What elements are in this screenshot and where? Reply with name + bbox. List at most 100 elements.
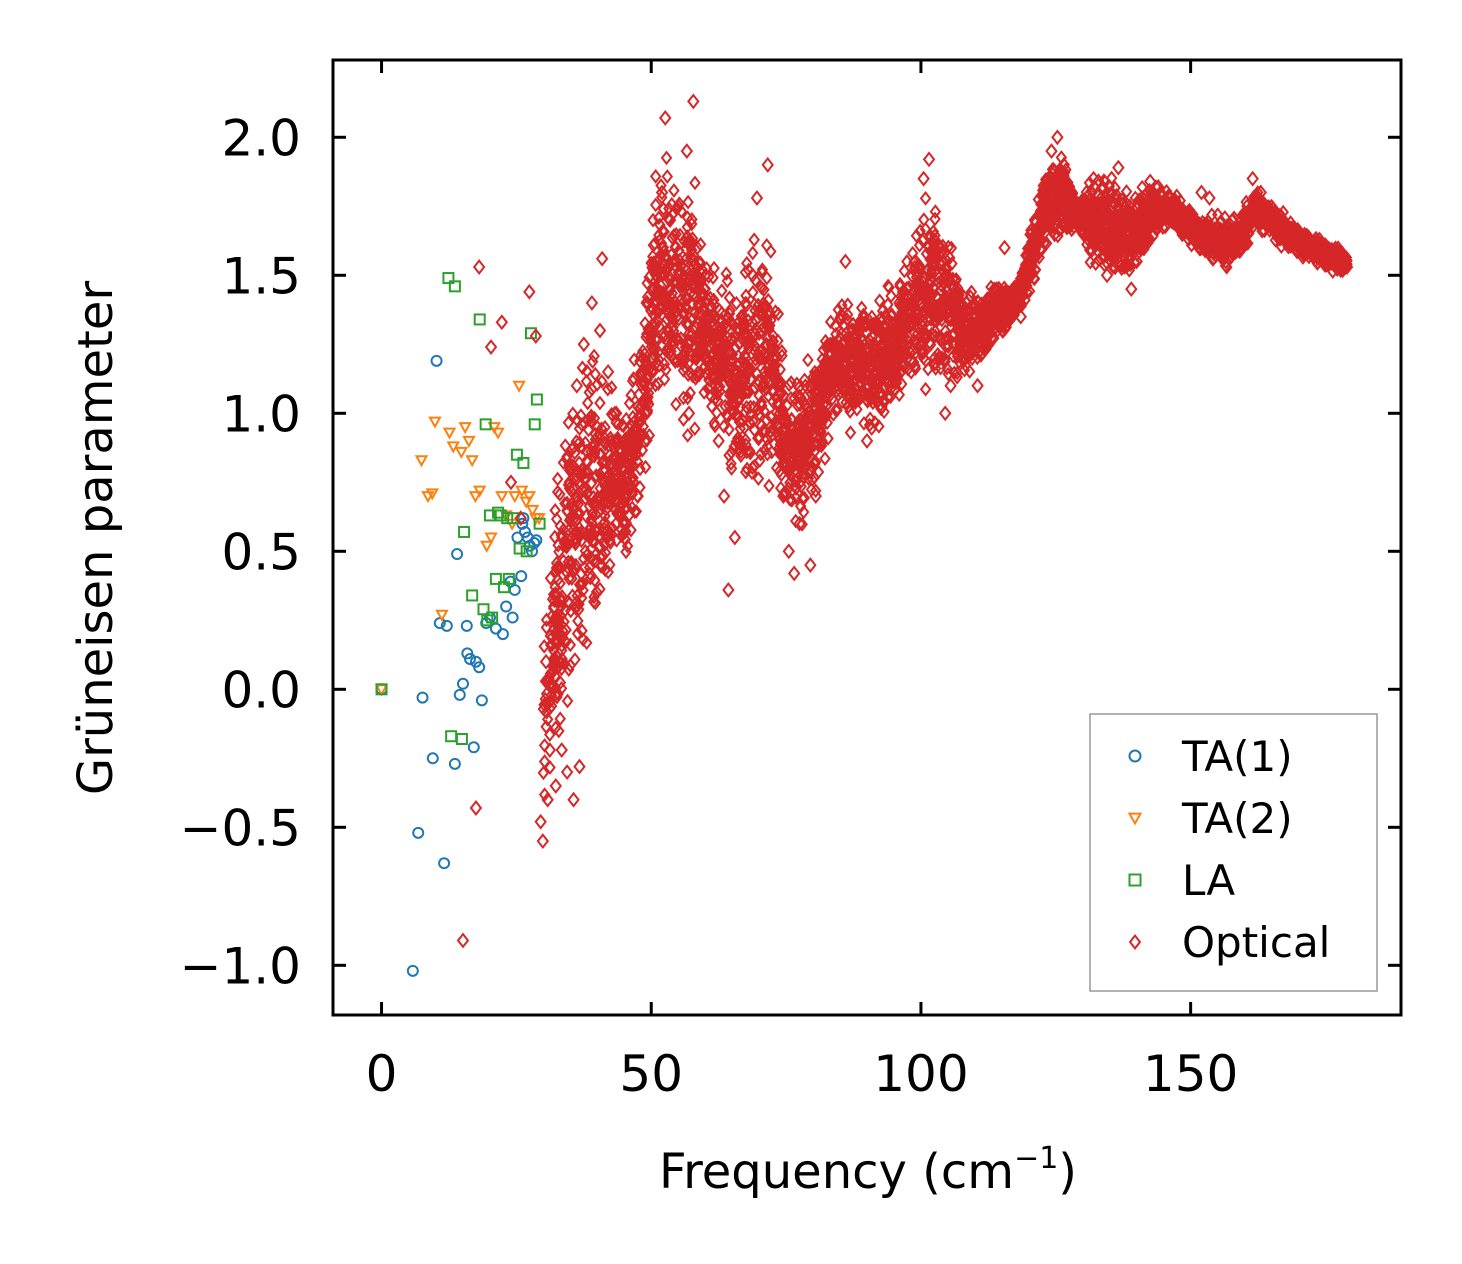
optical-cloud-point — [1336, 262, 1349, 277]
optical-cloud-point — [541, 712, 554, 727]
optical-cloud-point — [1192, 217, 1205, 232]
optical-cloud-point — [894, 309, 907, 325]
optical-cloud-point — [893, 387, 906, 403]
point-ta-2 — [454, 446, 469, 459]
optical-cloud-point — [1089, 224, 1101, 240]
point-la — [494, 509, 507, 522]
optical-cloud-point — [720, 266, 733, 281]
optical-cloud-point — [1187, 207, 1199, 222]
optical-cloud-point — [660, 292, 672, 307]
optical-cloud-point — [650, 286, 663, 302]
point-optical — [659, 110, 672, 126]
point-ta-1 — [528, 537, 541, 550]
optical-cloud-point — [652, 304, 665, 320]
optical-cloud-point — [654, 298, 666, 314]
point-optical — [638, 432, 651, 449]
point-optical — [539, 653, 553, 670]
optical-cloud-point — [1058, 165, 1071, 180]
optical-cloud-point — [677, 363, 690, 378]
point-optical — [601, 363, 615, 380]
optical-cloud-point — [909, 358, 921, 374]
optical-cloud-point — [1120, 184, 1133, 199]
optical-cloud-point — [580, 635, 593, 651]
optical-cloud-point — [711, 393, 724, 409]
point-optical — [876, 336, 890, 353]
optical-cloud-point — [604, 525, 617, 541]
optical-cloud-point — [610, 516, 622, 532]
optical-cloud-point — [816, 385, 829, 401]
point-optical — [1227, 234, 1241, 251]
optical-cloud-point — [741, 255, 753, 271]
optical-cloud-point — [865, 421, 878, 436]
optical-cloud-point — [576, 462, 588, 477]
optical-cloud-point — [878, 404, 890, 420]
optical-cloud-point — [822, 431, 834, 446]
optical-cloud-point — [758, 378, 770, 394]
point-la — [524, 327, 537, 340]
point-ta-1 — [433, 617, 446, 630]
optical-cloud-point — [634, 348, 647, 363]
optical-cloud-point — [696, 284, 709, 300]
optical-cloud-point — [589, 426, 601, 442]
point-optical — [1308, 239, 1321, 256]
optical-cloud-point — [829, 402, 842, 418]
optical-cloud-point — [739, 318, 751, 334]
optical-cloud-point — [1113, 227, 1126, 243]
optical-cloud-point — [606, 491, 619, 507]
point-optical — [1143, 173, 1157, 190]
optical-cloud-point — [1203, 243, 1215, 259]
point-ta-2 — [484, 532, 498, 545]
optical-cloud-point — [929, 324, 942, 339]
optical-cloud-point — [636, 442, 649, 458]
optical-cloud-point — [682, 194, 694, 210]
optical-cloud-point — [1039, 192, 1052, 208]
optical-cloud-point — [749, 303, 761, 318]
optical-cloud-point — [1240, 213, 1253, 229]
optical-cloud-point — [603, 447, 616, 463]
point-ta-1 — [430, 354, 443, 367]
optical-cloud-point — [563, 571, 575, 586]
optical-cloud-point — [1222, 219, 1234, 234]
optical-cloud-point — [544, 760, 556, 775]
optical-cloud-point — [586, 506, 599, 522]
optical-cloud-point — [797, 504, 810, 520]
optical-cloud-point — [868, 335, 880, 351]
point-optical — [717, 488, 731, 505]
point-optical — [1051, 129, 1064, 146]
point-optical — [1022, 267, 1036, 284]
optical-cloud-point — [979, 332, 992, 348]
optical-cloud-point — [932, 301, 944, 316]
optical-cloud-point — [926, 257, 939, 273]
optical-cloud-point — [767, 362, 779, 378]
optical-cloud-point — [760, 412, 773, 428]
point-ta-2 — [458, 422, 472, 435]
optical-cloud-point — [540, 620, 553, 635]
optical-cloud-point — [738, 374, 750, 390]
point-optical — [1195, 184, 1208, 201]
optical-cloud-point — [562, 415, 575, 430]
optical-cloud-point — [765, 444, 778, 460]
optical-cloud-point — [582, 422, 595, 438]
point-optical — [852, 391, 866, 408]
optical-cloud-point — [573, 520, 585, 536]
point-optical — [1038, 184, 1052, 201]
optical-cloud-point — [765, 244, 777, 259]
optical-cloud-point — [1033, 250, 1046, 265]
optical-cloud-point — [862, 345, 874, 361]
optical-cloud-point — [849, 360, 861, 376]
optical-cloud-point — [1152, 215, 1165, 231]
axis-ticks — [333, 60, 1401, 1015]
point-optical — [555, 742, 568, 758]
optical-cloud-point — [581, 485, 594, 500]
optical-cloud-point — [748, 458, 761, 474]
optical-cloud-point — [1284, 239, 1297, 254]
optical-cloud-point — [978, 315, 990, 331]
optical-cloud-point — [1143, 197, 1155, 212]
optical-cloud-point — [1176, 224, 1189, 240]
optical-cloud-point — [610, 432, 622, 448]
point-ta-1 — [506, 611, 519, 624]
point-la — [458, 525, 471, 538]
optical-cloud-point — [620, 524, 632, 539]
point-optical — [650, 267, 663, 284]
